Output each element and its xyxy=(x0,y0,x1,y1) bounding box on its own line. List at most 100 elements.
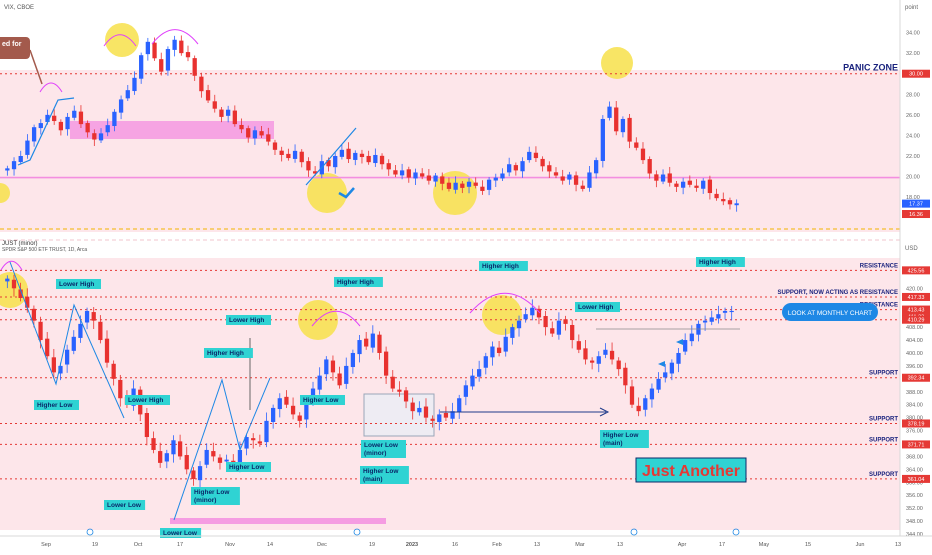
event-marker-icon[interactable] xyxy=(86,528,94,536)
x-tick-label: 16 xyxy=(452,542,458,548)
y-tick-label: 24.00 xyxy=(906,133,920,139)
candle-body xyxy=(570,324,575,341)
vix-trend-line xyxy=(17,97,75,166)
y-tick-label: 32.00 xyxy=(906,51,920,57)
candle-body xyxy=(629,386,635,405)
annotation-label-text: Lower High xyxy=(128,397,163,404)
candle-body xyxy=(279,150,284,155)
level-label: SUPPORT, NOW ACTING AS RESISTANCE xyxy=(778,290,898,296)
candle-body xyxy=(656,378,661,390)
event-marker-icon[interactable] xyxy=(630,528,638,536)
candle-body xyxy=(520,161,525,172)
candle-body xyxy=(707,179,713,194)
annotation-label-box xyxy=(361,440,406,458)
candle-body xyxy=(701,180,706,189)
y-tick-label: 400.00 xyxy=(906,351,923,357)
y-tick-label: 28.00 xyxy=(906,92,920,98)
candle-body xyxy=(560,176,565,181)
annotation-label-text: Lower High xyxy=(578,304,613,311)
candle-body xyxy=(326,160,331,167)
candle-body xyxy=(45,114,50,123)
candle-body xyxy=(199,76,204,92)
candle-body xyxy=(290,405,296,415)
candle-body xyxy=(722,310,728,313)
annotation-label-text: Higher High xyxy=(337,279,374,286)
y-tick-label: 388.00 xyxy=(906,390,923,396)
check-mark xyxy=(338,187,355,199)
candle-body xyxy=(417,407,422,413)
candle-body xyxy=(18,289,23,299)
candle-body xyxy=(594,160,599,174)
candle-body xyxy=(530,307,535,316)
candle-body xyxy=(507,164,512,173)
candle-body xyxy=(219,109,224,117)
candle-body xyxy=(165,49,171,71)
candle-body xyxy=(191,470,196,480)
candle-body xyxy=(350,352,356,368)
candle-body xyxy=(473,182,478,186)
y-tick-label: 380.00 xyxy=(906,416,923,422)
x-tick-label: 13 xyxy=(617,542,623,548)
candle-body xyxy=(232,110,237,125)
candle-body xyxy=(112,111,117,127)
candle-body xyxy=(251,438,256,441)
candle-body xyxy=(576,341,581,350)
price-tag xyxy=(902,69,930,78)
look-at-monthly-pill[interactable] xyxy=(782,303,878,321)
y-tick-label: 396.00 xyxy=(906,364,923,370)
candle-body xyxy=(212,101,217,109)
highlight-circle xyxy=(601,47,633,79)
candle-body xyxy=(359,153,365,158)
annotation-label-text: Higher Low xyxy=(229,464,265,471)
price-tag xyxy=(902,419,930,428)
consolidation-box xyxy=(363,393,435,437)
blue-arrow-marker xyxy=(676,339,683,345)
candle-body xyxy=(702,320,708,323)
price-tag xyxy=(902,210,930,219)
candle-body xyxy=(25,296,30,308)
candle-body xyxy=(105,125,110,133)
candle-body xyxy=(164,453,169,462)
candle-body xyxy=(527,151,532,161)
candle-body xyxy=(453,182,458,190)
highlight-circle xyxy=(105,23,139,57)
annotation-label-box xyxy=(226,315,271,325)
event-marker-icon[interactable] xyxy=(353,528,361,536)
candle-body xyxy=(158,451,163,463)
candle-body xyxy=(65,349,70,365)
x-tick-label: 13 xyxy=(534,542,540,548)
y-tick-label: 404.00 xyxy=(906,338,923,344)
candle-body xyxy=(78,111,84,125)
callout-text: ed for xyxy=(2,41,22,48)
candle-body xyxy=(460,183,465,188)
candle-body xyxy=(370,333,375,348)
y-tick-label: 352.00 xyxy=(906,506,923,512)
candle-body xyxy=(463,385,468,397)
x-tick-label: 19 xyxy=(92,542,98,548)
candle-body xyxy=(486,179,492,190)
annotation-label-box xyxy=(600,430,649,448)
candle-body xyxy=(547,165,552,172)
candle-body xyxy=(660,174,666,182)
candle-body xyxy=(500,173,505,179)
candle-body xyxy=(654,174,659,181)
candle-body xyxy=(172,39,177,50)
candle-body xyxy=(480,186,485,191)
candle-body xyxy=(297,415,302,421)
annotation-label-box xyxy=(204,348,253,358)
candle-body xyxy=(669,362,674,374)
annotation-label-box xyxy=(160,528,202,538)
candle-body xyxy=(596,356,601,364)
price-tag-label: 417.33 xyxy=(908,295,925,301)
event-marker-icon[interactable] xyxy=(732,528,740,536)
candle-body xyxy=(680,181,686,188)
annotation-label-box xyxy=(34,400,79,410)
just-another-text: Just Another xyxy=(642,463,740,480)
candle-body xyxy=(104,338,110,363)
candle-body xyxy=(721,199,726,202)
x-tick-label: 15 xyxy=(805,542,811,548)
candle-body xyxy=(177,441,183,457)
price-tag-label: 371.71 xyxy=(908,442,925,448)
annotation-label-box xyxy=(191,487,240,505)
